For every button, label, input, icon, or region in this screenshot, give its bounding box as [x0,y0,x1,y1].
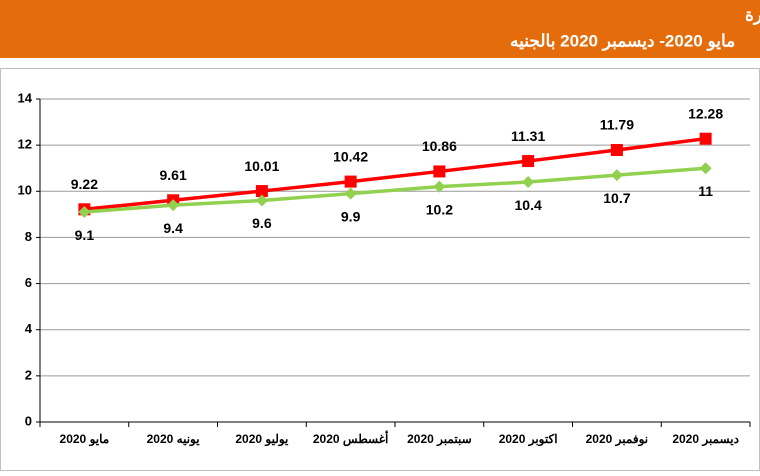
data-label: 9.22 [71,176,98,192]
data-label: 9.61 [160,167,187,183]
data-label: 9.9 [341,208,361,224]
chart-subtitle: مايو 2020- ديسمبر 2020 بالجنيه [510,31,735,51]
data-label: 10.4 [515,197,542,213]
x-tick-label: أغسطس 2020 [313,431,389,447]
marker [78,206,91,219]
y-tick-label: 10 [18,183,32,198]
x-tick-label: يونيه 2020 [147,432,201,447]
marker [610,169,623,182]
series-line [84,166,706,214]
marker [522,176,535,189]
x-tick-label: سبتمبر 2020 [407,432,472,447]
marker [433,165,446,178]
data-label: 11 [698,183,713,199]
marker [255,194,268,207]
y-tick-label: 14 [18,90,33,105]
marker [699,132,712,145]
data-label: 10.42 [333,148,368,164]
marker [522,155,535,168]
marker [699,162,712,175]
data-label: 9.1 [75,227,95,243]
chart-title: شكل رقم (4): الحد الأدنى والأقصي لأسعار … [745,3,760,25]
data-label: 12.28 [688,105,723,121]
chart-frame [0,68,760,471]
data-label: 10.7 [603,190,630,206]
data-label: 9.6 [252,215,272,231]
data-label: 10.2 [426,201,453,217]
data-label: 11.31 [511,128,545,144]
marker [433,180,446,193]
y-tick-label: 2 [25,367,32,382]
marker [610,143,623,156]
x-tick-label: مايو 2020 [60,432,110,447]
y-tick-label: 4 [25,321,33,336]
y-tick-label: 6 [25,275,32,290]
data-label: 9.4 [163,220,183,236]
title-banner [0,0,760,58]
y-tick-label: 12 [18,137,32,152]
data-label: 10.86 [422,138,457,154]
y-tick-label: 0 [25,413,32,428]
data-label: 10.01 [244,158,279,174]
data-label: 11.79 [600,117,634,133]
x-tick-label: يوليو 2020 [235,432,289,447]
series-line [84,136,706,212]
marker [255,185,268,198]
x-tick-label: نوفمبر 2020 [586,432,649,447]
x-tick-label: ديسمبر 2020 [672,432,739,447]
y-tick-label: 8 [25,229,32,244]
marker [344,175,357,188]
marker [344,187,357,200]
marker [167,199,180,212]
x-tick-label: اكتوبر 2020 [499,432,558,447]
